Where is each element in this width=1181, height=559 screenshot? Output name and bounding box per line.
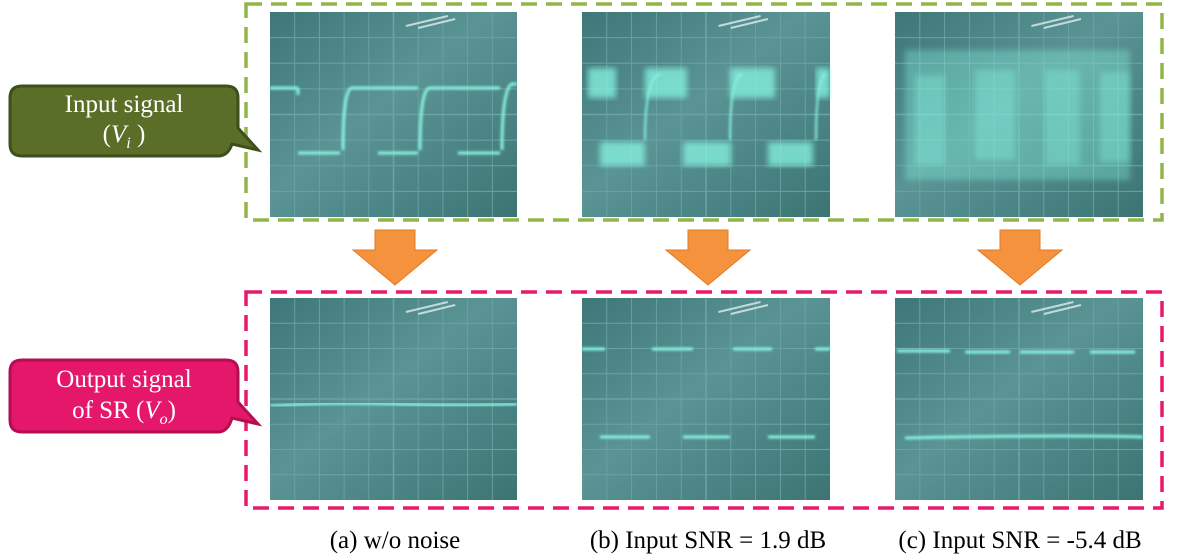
noise-band bbox=[1100, 72, 1130, 162]
output-frame bbox=[244, 290, 1164, 510]
paren: ) bbox=[168, 397, 176, 424]
input-callout bbox=[8, 84, 263, 158]
output-callout bbox=[8, 358, 263, 434]
symbol: V bbox=[144, 397, 162, 424]
glare bbox=[718, 301, 769, 315]
noise-band bbox=[1045, 70, 1080, 165]
glare bbox=[718, 15, 769, 29]
subscript: o bbox=[160, 411, 168, 428]
noise-band bbox=[768, 142, 813, 166]
scope-screen bbox=[895, 298, 1144, 500]
noise-band bbox=[600, 142, 645, 166]
noise-band bbox=[975, 70, 1015, 160]
glare bbox=[405, 15, 456, 29]
caption: (c) Input SNR = -5.4 dB bbox=[898, 527, 1141, 554]
symbol: V bbox=[111, 121, 129, 148]
trace bbox=[270, 82, 517, 155]
arrow bbox=[351, 229, 439, 286]
arrows bbox=[351, 229, 1064, 286]
input-label: Input signal bbox=[65, 91, 184, 118]
arrow bbox=[664, 229, 752, 286]
arrow bbox=[976, 229, 1064, 286]
scope-panels bbox=[269, 12, 1144, 500]
prefix: of SR ( bbox=[72, 397, 144, 424]
caption: (a) w/o noise bbox=[330, 527, 461, 554]
trace bbox=[269, 401, 518, 408]
output-label: Output signal bbox=[56, 366, 191, 393]
glare bbox=[405, 301, 456, 315]
glare bbox=[1031, 301, 1082, 315]
input-symbol-label: (Vi ) bbox=[103, 121, 146, 152]
trace bbox=[897, 349, 1144, 440]
subscript: i bbox=[126, 135, 130, 152]
trace bbox=[644, 73, 827, 141]
input-frame bbox=[244, 2, 1164, 222]
glare bbox=[1031, 15, 1082, 29]
noise-band bbox=[683, 142, 731, 166]
scope-screen bbox=[582, 298, 830, 500]
scope-screen bbox=[582, 12, 830, 217]
output-symbol-label: of SR (Vo) bbox=[72, 397, 176, 428]
scope-screen bbox=[269, 298, 518, 500]
paren: ( bbox=[103, 121, 111, 148]
noise-band bbox=[730, 68, 775, 98]
noise-band bbox=[588, 68, 616, 98]
scope-screen bbox=[270, 12, 517, 217]
trace bbox=[582, 347, 830, 439]
caption: (b) Input SNR = 1.9 dB bbox=[590, 527, 826, 554]
paren: ) bbox=[131, 121, 146, 148]
noise-band bbox=[915, 75, 945, 165]
scope-screen bbox=[895, 12, 1143, 217]
